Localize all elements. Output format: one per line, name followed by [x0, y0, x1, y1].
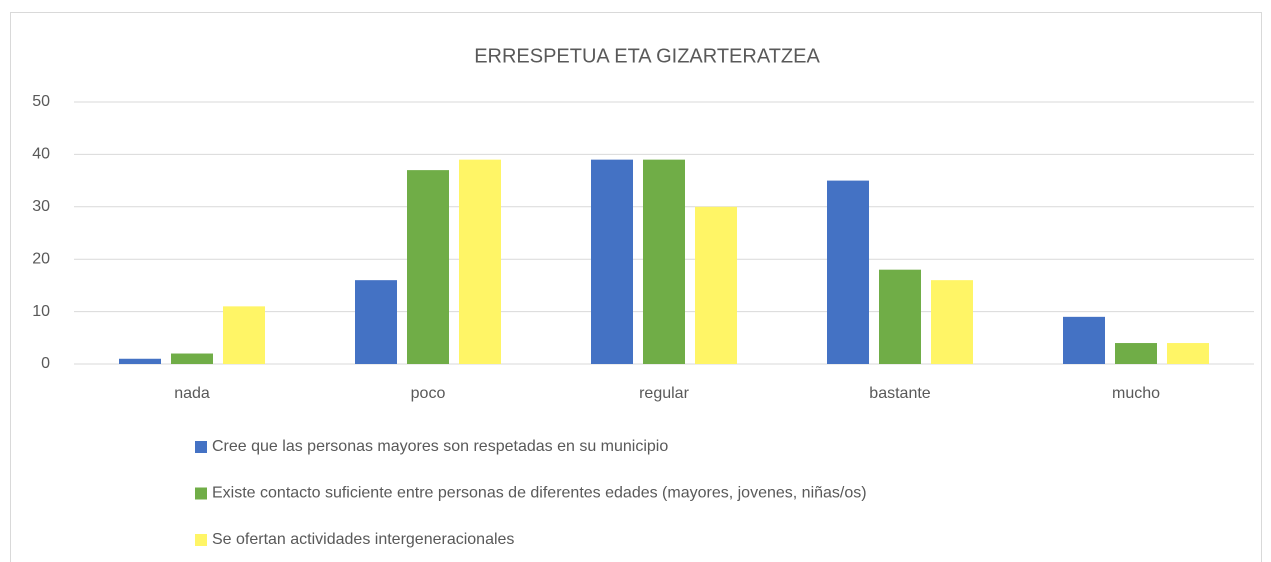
bar: [591, 159, 633, 364]
bar: [223, 306, 265, 364]
bar: [827, 180, 869, 364]
x-tick-label: nada: [174, 385, 210, 402]
y-tick-label: 10: [32, 303, 50, 320]
legend-label: Existe contacto suficiente entre persona…: [212, 485, 867, 502]
legend-label: Cree que las personas mayores son respet…: [212, 438, 668, 455]
y-tick-label: 0: [41, 355, 50, 372]
bar: [1063, 316, 1105, 364]
x-tick-label: mucho: [1112, 385, 1160, 402]
bar: [459, 159, 501, 364]
bar: [643, 159, 685, 364]
chart-border: [10, 12, 1262, 562]
y-tick-label: 20: [32, 250, 50, 267]
legend-label: Se ofertan actividades intergeneracional…: [212, 531, 514, 548]
x-tick-label: bastante: [869, 385, 930, 402]
bar: [407, 170, 449, 364]
y-tick-label: 50: [32, 93, 50, 110]
bar: [879, 269, 921, 364]
bar: [695, 206, 737, 364]
bar: [1115, 343, 1157, 364]
bar: [355, 280, 397, 364]
legend-marker: [195, 534, 207, 546]
bar: [1167, 343, 1209, 364]
bar: [931, 280, 973, 364]
y-tick-label: 30: [32, 198, 50, 215]
bar: [119, 358, 161, 364]
x-tick-label: regular: [639, 385, 689, 402]
x-tick-label: poco: [411, 385, 446, 402]
y-tick-label: 40: [32, 146, 50, 163]
legend-marker: [195, 441, 207, 453]
legend-marker: [195, 487, 207, 500]
chart-title: ERRESPETUA ETA GIZARTERATZEA: [474, 45, 820, 67]
bar: [171, 353, 213, 364]
